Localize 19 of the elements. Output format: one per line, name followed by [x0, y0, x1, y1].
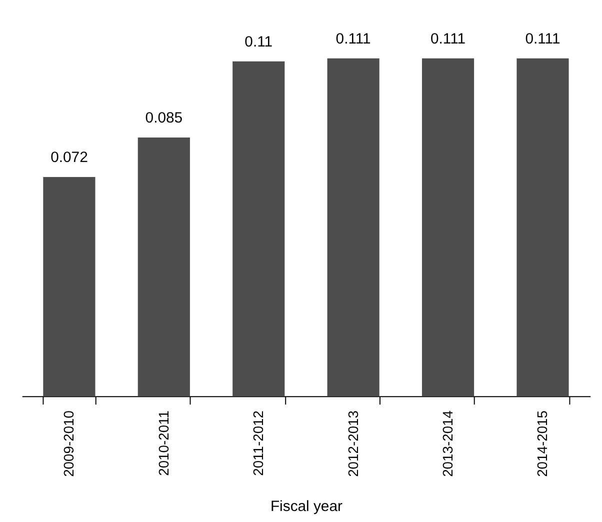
bar: [422, 58, 474, 396]
bar: [327, 58, 380, 396]
x-tick-label: 2011-2012: [250, 410, 266, 476]
data-label: 0.111: [525, 31, 560, 48]
bar: [516, 58, 569, 396]
x-axis-title: Fiscal year: [270, 498, 342, 515]
bar: [43, 177, 96, 396]
bar: [232, 61, 285, 396]
x-tick-label: 2014-2015: [534, 410, 550, 477]
data-label: 0.111: [430, 31, 466, 48]
bar: [138, 137, 190, 396]
x-tick-label: 2012-2013: [344, 410, 361, 477]
data-label: 0.11: [244, 34, 273, 50]
x-tick-label: 2009-2010: [60, 410, 77, 477]
x-tick-label: 2010-2011: [155, 410, 172, 476]
data-label: 0.111: [336, 31, 371, 48]
data-label: 0.085: [145, 110, 183, 127]
data-label: 0.072: [50, 150, 88, 166]
x-tick-label: 2013-2014: [439, 410, 456, 477]
